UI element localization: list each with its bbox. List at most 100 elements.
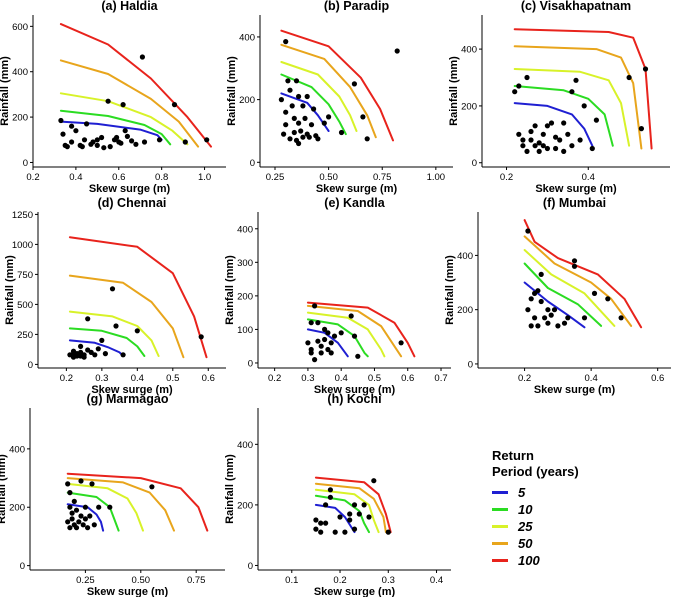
data-point [536,148,542,154]
x-tick-label: 0.3 [301,373,314,384]
data-point [82,516,88,522]
data-point [593,117,600,123]
curve-25yr [513,68,631,147]
x-tick-label: 0.4 [335,373,348,384]
y-tick-label: 400 [237,224,253,235]
data-point [366,514,372,520]
data-point [296,140,302,147]
data-point [524,148,530,154]
data-point [364,136,370,142]
data-point [300,134,306,140]
data-point [573,77,579,83]
legend-label-25: 25 [518,519,533,534]
curve-10yr [68,327,146,357]
x-axis-label: Skew surge (m) [89,183,171,195]
data-point [626,74,632,81]
curve-25yr [59,92,189,146]
data-point [139,54,145,60]
data-point [114,134,120,141]
data-point [94,137,100,143]
data-point [542,315,548,321]
data-point [525,228,531,234]
data-point [561,148,567,154]
curve-100yr [314,476,392,534]
curve-5yr [513,102,594,147]
data-point [315,338,321,344]
x-tick-label: 0.25 [266,172,285,183]
data-point [287,136,293,142]
data-point [67,504,73,510]
y-tick-label: 0 [20,561,25,572]
data-point [342,529,348,535]
data-point [385,529,391,535]
data-point [85,525,91,531]
data-point [321,120,327,126]
data-point [347,511,353,517]
data-point [360,114,366,120]
data-point [361,502,367,508]
x-tick-label: 0.75 [187,575,206,586]
data-point [85,316,91,322]
panel-8: (h) Kochi 0.1 0.2 0.3 0.4 0 200 400 Skew surge (… [224,392,451,598]
data-point [642,66,649,72]
data-point [398,340,404,346]
x-tick-label: 0.6 [202,373,215,384]
data-point [291,115,297,121]
data-point [87,513,93,519]
data-point [79,144,85,150]
data-point [78,513,84,519]
data-point [124,133,130,139]
data-point [528,128,534,135]
data-point [535,323,541,329]
data-point [351,81,357,87]
data-point [133,141,139,147]
data-point [323,502,329,508]
data-point [67,525,73,531]
data-point [281,131,287,137]
legend: Return Period (years) 5 10 25 50 100 [492,448,682,569]
data-point [323,520,329,526]
data-point [351,502,358,508]
x-tick-label: 0.2 [518,373,531,384]
data-point [528,296,534,302]
x-tick-label: 0.3 [95,373,108,384]
data-point [338,330,344,336]
y-tick-label: 500 [17,300,33,311]
x-tick-label: 0.50 [319,172,338,183]
y-axis-label: Rainfall (mm) [444,255,456,325]
data-point [89,481,95,487]
x-tick-label: 0.2 [500,172,513,183]
y-tick-label: 1250 [12,210,33,221]
data-point [69,139,75,145]
curve-50yr [68,274,185,359]
data-point [312,357,318,363]
data-point [638,126,645,132]
data-point [327,487,333,493]
curve-5yr [306,328,349,358]
curve-10yr [59,109,172,146]
panel-7: (g) Marmagao 0.25 0.50 0.75 0 200 400 Skew surg… [0,392,225,598]
data-point [322,336,328,343]
y-axis-label: Rainfall (mm) [224,454,236,524]
x-tick-label: 0.25 [76,575,95,586]
data-point [561,120,567,126]
panel-title: (e) Kandla [324,196,385,210]
data-point [532,123,538,129]
curve-100yr [306,301,416,358]
x-axis-label: Skew surge (m) [316,183,398,195]
data-point [394,48,400,54]
curve-50yr [314,482,387,534]
data-point [293,78,300,84]
data-point [348,313,354,319]
data-point [64,144,70,150]
x-tick-label: 0.2 [333,575,346,586]
data-point [325,330,331,336]
data-point [535,288,541,294]
panel-title: (c) Visakhapatnam [521,0,631,13]
x-axis-label: Skew surge (m) [87,586,169,597]
data-point [73,507,80,513]
data-point [569,143,575,149]
data-point [92,352,98,358]
y-tick-label: 200 [457,305,473,316]
curve-10yr [523,262,603,327]
